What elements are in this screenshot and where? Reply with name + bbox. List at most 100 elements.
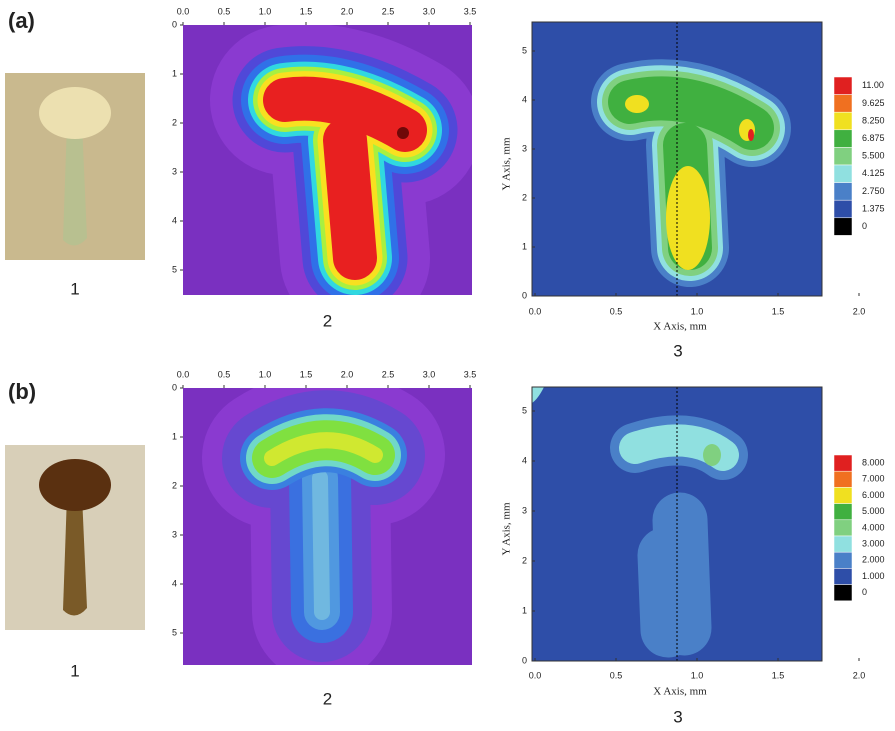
x-tick-label: 3.5 (464, 369, 477, 379)
x-tick-label: 3.0 (423, 6, 436, 16)
x-tick-label: 2.0 (341, 6, 354, 16)
colorbar-swatch (834, 77, 852, 95)
x-tick-label: 1.0 (259, 369, 272, 379)
colorbar-swatch (834, 147, 852, 165)
blob (665, 520, 684, 630)
y-tick-label: 2 (522, 555, 527, 565)
colorbar-label: 1.375 (862, 203, 885, 213)
y-axis-title: Y Axis, mm (501, 137, 513, 191)
x-tick-label: 2.5 (382, 369, 395, 379)
x-tick-label: 2.0 (853, 306, 866, 316)
y-tick-label: 4 (522, 94, 527, 104)
caption: 1 (70, 279, 79, 298)
colorbar-swatch (834, 455, 852, 471)
colorbar-swatch (834, 520, 852, 536)
x-tick-label: 0.5 (218, 6, 231, 16)
colorbar-label: 4.000 (862, 522, 885, 532)
caption: 1 (70, 661, 79, 680)
y-tick-label: 0 (172, 19, 177, 29)
y-tick-label: 2 (172, 480, 177, 490)
x-tick-label: 1.5 (772, 306, 785, 316)
panel-label: (b) (8, 379, 36, 404)
y-tick-label: 2 (522, 192, 527, 202)
colorbar-label: 8.250 (862, 115, 885, 125)
colorbar-label: 4.125 (862, 168, 885, 178)
y-tick-label: 3 (172, 166, 177, 176)
y-tick-label: 5 (522, 45, 527, 55)
colorbar-swatch (834, 183, 852, 201)
colorbar-label: 5.000 (862, 506, 885, 516)
colorbar-swatch (834, 487, 852, 503)
colorbar-label: 0 (862, 221, 867, 231)
y-tick-label: 5 (172, 264, 177, 274)
x-tick-label: 0.5 (610, 306, 623, 316)
x-tick-label: 0.0 (529, 306, 542, 316)
x-tick-label: 0.0 (177, 6, 190, 16)
x-axis-title: X Axis, mm (653, 321, 707, 333)
level (703, 444, 721, 466)
x-tick-label: 1.0 (691, 670, 704, 680)
figure: (a) 1 0.0 0.5 1.0 1.5 2.0 2.5 3.0 3.5 0 1 2 3 4 5 2 0.0 0.… (0, 0, 895, 731)
y-tick-label: 1 (522, 605, 527, 615)
level (666, 166, 710, 270)
y-tick-label: 1 (172, 68, 177, 78)
colorbar-swatch (834, 200, 852, 218)
colorbar-swatch (834, 504, 852, 520)
cap (39, 87, 111, 139)
level (748, 129, 754, 141)
colorbar-label: 2.000 (862, 555, 885, 565)
y-tick-label: 3 (522, 505, 527, 515)
caption: 3 (673, 341, 682, 360)
colorbar-swatch (834, 95, 852, 113)
heatmap (183, 25, 472, 295)
colorbar-label: 5.500 (862, 151, 885, 161)
x-tick-label: 1.5 (300, 369, 313, 379)
x-tick-label: 0.5 (610, 670, 623, 680)
colorbar-swatch (834, 568, 852, 584)
heatmap (183, 388, 472, 665)
x-tick-label: 3.5 (464, 6, 477, 16)
colorbar-swatch (834, 130, 852, 148)
x-tick-label: 3.0 (423, 369, 436, 379)
colorbar-swatch (834, 552, 852, 568)
colorbar-label: 6.875 (862, 133, 885, 143)
caption: 3 (673, 707, 682, 726)
x-tick-label: 0.5 (218, 369, 231, 379)
colorbar-label: 9.625 (862, 98, 885, 108)
y-tick-label: 0 (522, 290, 527, 300)
y-tick-label: 3 (172, 529, 177, 539)
colorbar-label: 11.00 (862, 80, 884, 90)
colorbar-swatch (834, 165, 852, 183)
level (625, 95, 649, 113)
colorbar-label: 2.750 (862, 186, 885, 196)
y-tick-label: 1 (172, 431, 177, 441)
panel-label: (a) (8, 8, 35, 33)
y-tick-label: 0 (522, 655, 527, 665)
colorbar-swatch (834, 112, 852, 130)
x-tick-label: 2.5 (382, 6, 395, 16)
colorbar-swatch (834, 218, 852, 236)
y-tick-label: 1 (522, 241, 527, 251)
caption: 2 (323, 689, 332, 708)
y-axis-title: Y Axis, mm (501, 502, 513, 556)
blob (320, 478, 322, 612)
y-tick-label: 4 (522, 455, 527, 465)
hot-spot (397, 127, 409, 139)
caption: 2 (323, 311, 332, 330)
colorbar-label: 7.000 (862, 474, 885, 484)
colorbar-label: 0 (862, 587, 867, 597)
y-tick-label: 0 (172, 382, 177, 392)
y-tick-label: 4 (172, 215, 177, 225)
x-tick-label: 1.5 (300, 6, 313, 16)
x-tick-label: 0.0 (529, 670, 542, 680)
x-tick-label: 1.0 (691, 306, 704, 316)
colorbar-swatch (834, 471, 852, 487)
colorbar-label: 6.000 (862, 490, 885, 500)
colorbar-swatch (834, 585, 852, 601)
colorbar-label: 8.000 (862, 457, 885, 467)
x-tick-label: 1.5 (772, 670, 785, 680)
cap (39, 459, 111, 511)
x-tick-label: 2.0 (341, 369, 354, 379)
x-axis-title: X Axis, mm (653, 686, 707, 698)
x-tick-label: 2.0 (853, 670, 866, 680)
